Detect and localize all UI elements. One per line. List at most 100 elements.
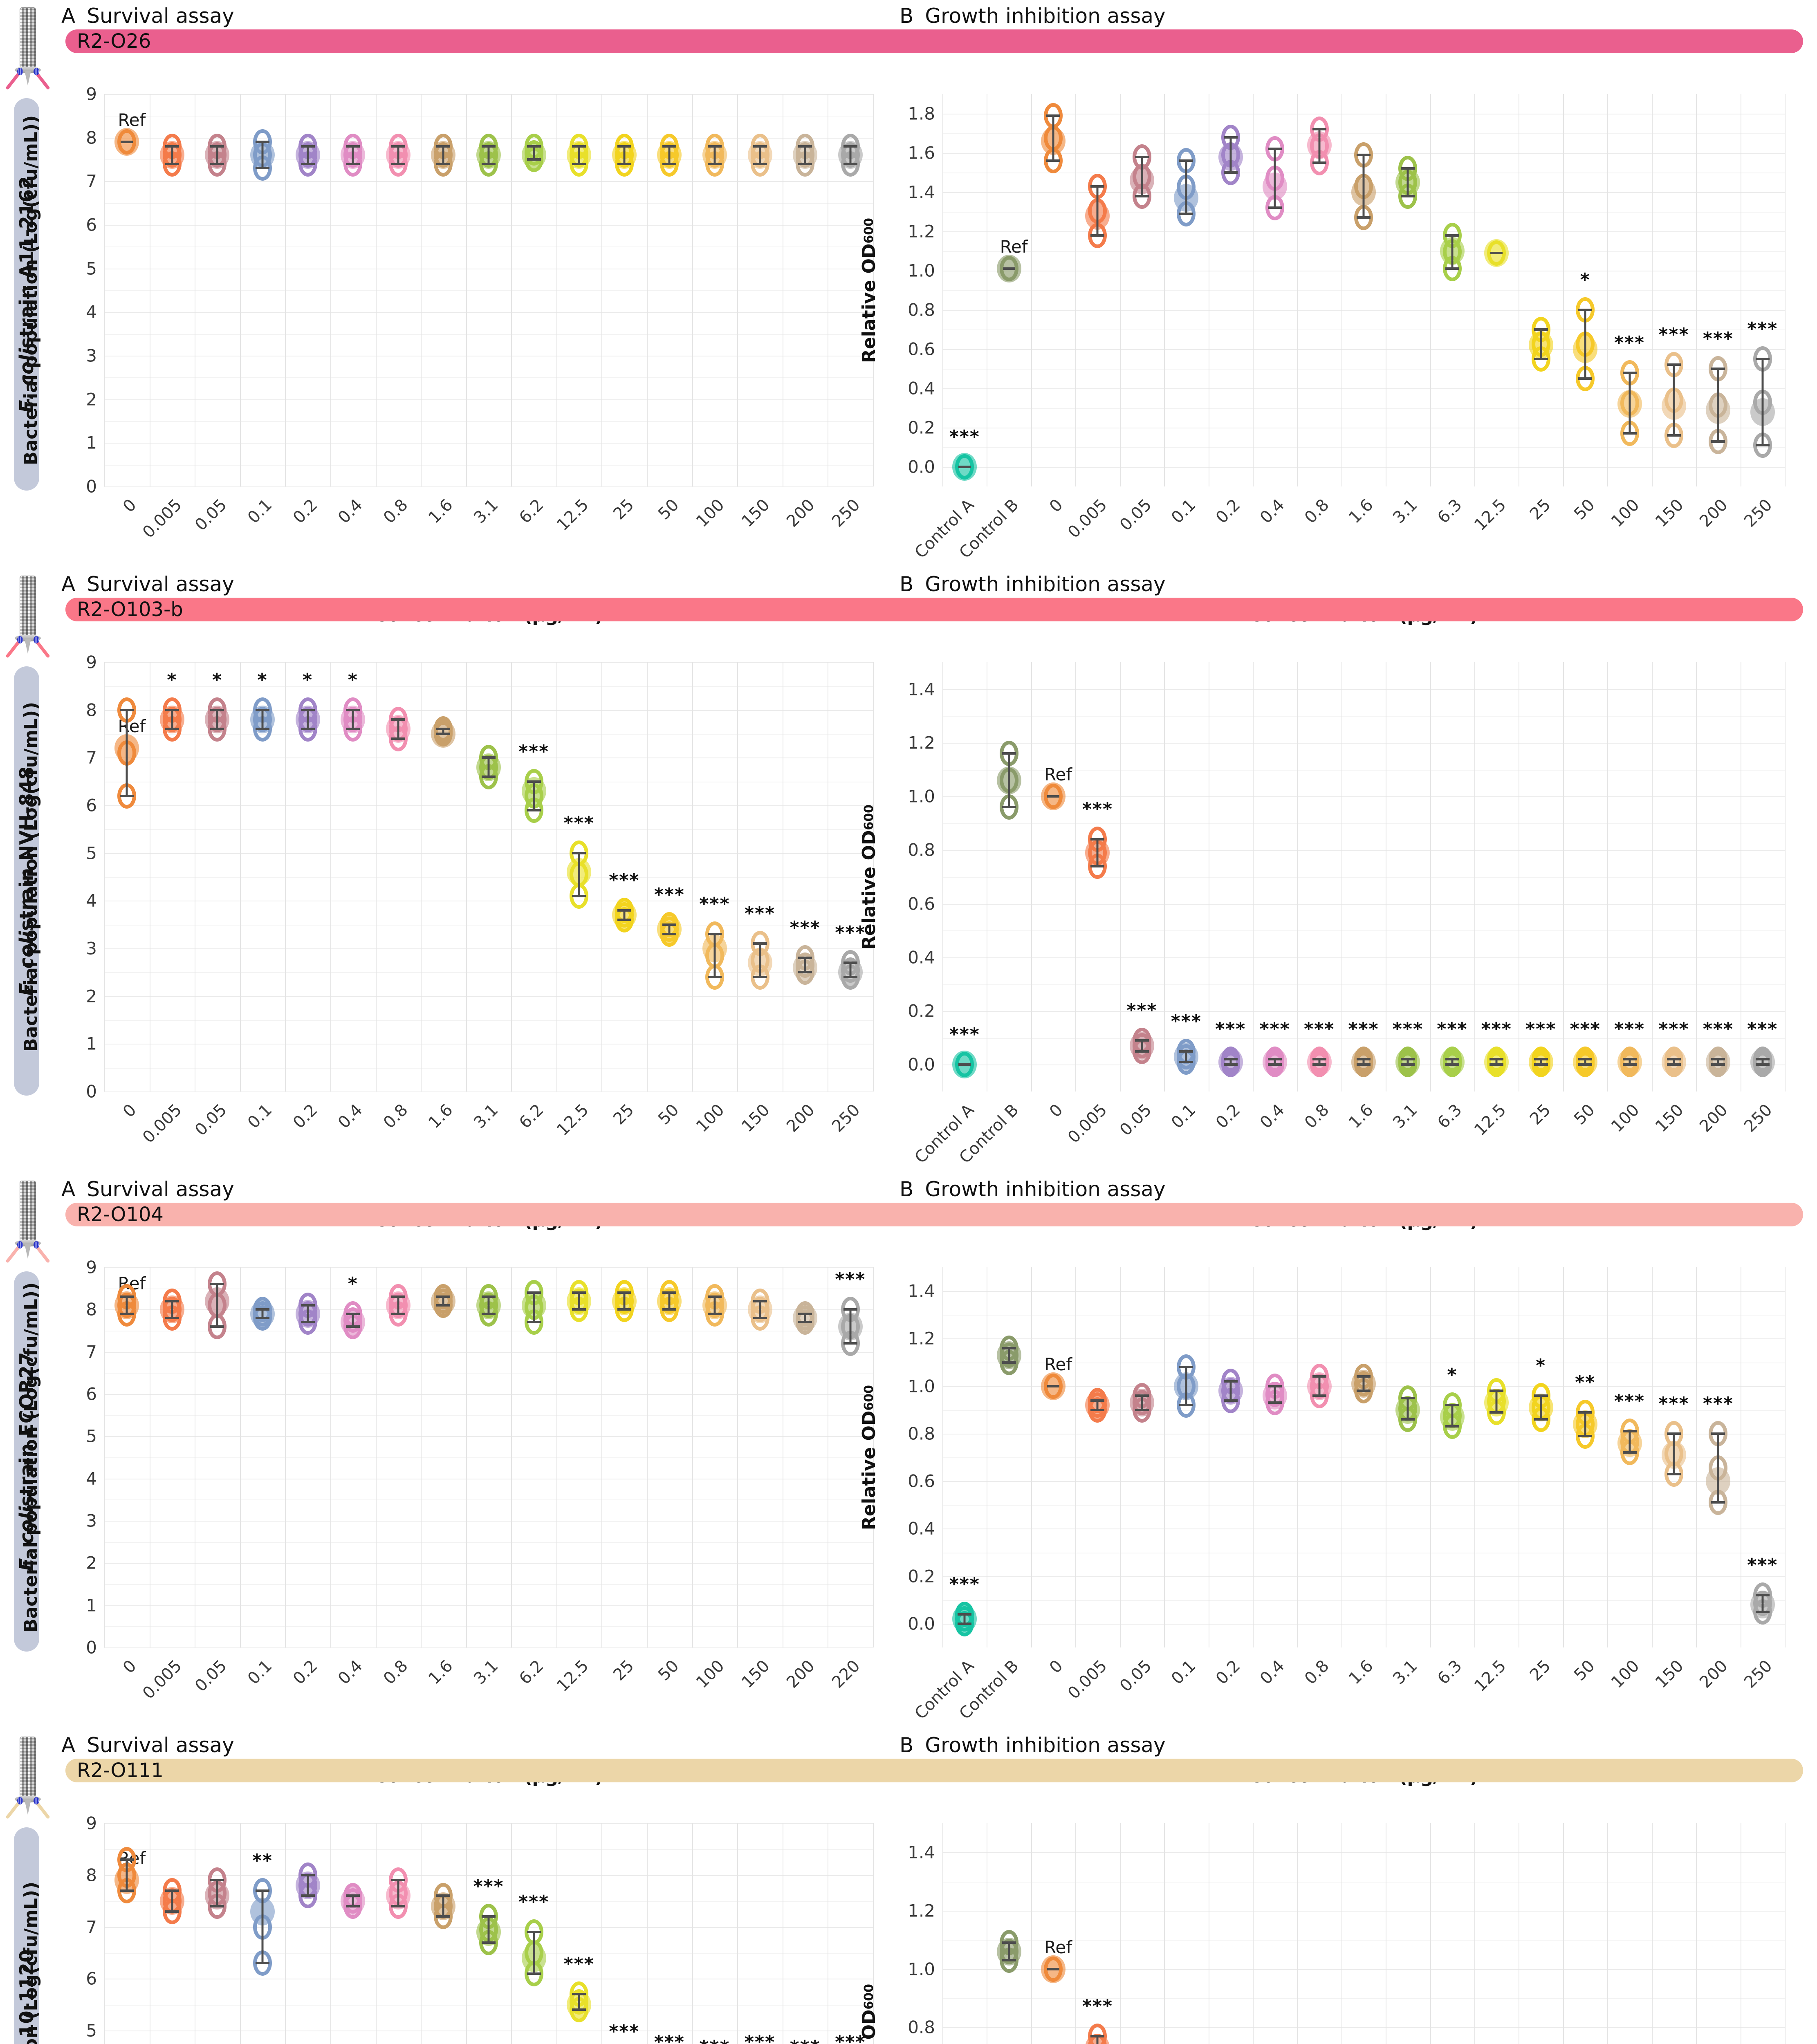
x-axis-tick: 0.4 xyxy=(334,1656,366,1688)
panel-a-letter: A xyxy=(61,1177,76,1201)
panel-b-letter: B xyxy=(900,1177,914,1201)
error-bar-cap xyxy=(1312,1058,1326,1061)
error-bar-cap xyxy=(256,708,270,711)
error-bar-cap xyxy=(120,708,134,711)
significance-marker: *** xyxy=(949,1024,980,1045)
gridline-v xyxy=(873,662,874,1091)
significance-marker: *** xyxy=(654,884,685,905)
gridline-v xyxy=(556,1267,557,1647)
error-bar xyxy=(397,1880,399,1906)
error-bar-cap xyxy=(1755,444,1770,447)
significance-marker: *** xyxy=(1703,1393,1734,1414)
error-bar-cap xyxy=(1622,432,1637,435)
error-bar-cap xyxy=(662,162,677,165)
ref-label: Ref xyxy=(1044,764,1072,785)
error-bar-cap xyxy=(482,756,496,759)
error-bar-cap xyxy=(391,145,405,148)
error-bar-cap xyxy=(1223,136,1238,139)
error-bar-cap xyxy=(1711,1058,1725,1061)
gridline-v xyxy=(1297,662,1298,1091)
error-bar-cap xyxy=(165,1300,179,1302)
strain-row: A Survival assay B Growth inhibition assay R… xyxy=(0,1729,1817,2044)
error-bar-cap xyxy=(165,145,179,148)
x-axis-tick: 1.6 xyxy=(1345,495,1377,527)
ref-label: Ref xyxy=(1044,1354,1072,1374)
error-bar-cap xyxy=(662,1291,677,1294)
gridline-v xyxy=(1696,662,1697,1091)
error-bar xyxy=(1673,1059,1675,1065)
gridline-v xyxy=(647,94,648,486)
gridline-v xyxy=(421,662,422,1091)
y-axis-tick: 0.2 xyxy=(908,1566,935,1587)
error-bar-cap xyxy=(256,1889,270,1892)
x-axis-tick: 50 xyxy=(1570,495,1599,524)
panel-b-header: B Growth inhibition assay xyxy=(900,4,1166,28)
x-axis-tick: 12.5 xyxy=(1471,1100,1510,1140)
error-bar-cap xyxy=(346,162,360,165)
error-bar-cap xyxy=(1578,1434,1593,1437)
gridline-v xyxy=(285,1267,286,1647)
significance-marker: * xyxy=(1580,269,1590,290)
error-bar-cap xyxy=(210,708,224,711)
error-bar-cap xyxy=(527,809,541,811)
error-bar xyxy=(668,1293,671,1310)
error-bar-cap xyxy=(572,1291,586,1294)
gridline-v xyxy=(1563,1267,1564,1647)
x-axis-tick: 6.3 xyxy=(1433,1100,1466,1132)
gridline-h xyxy=(942,1969,1785,1970)
error-bar xyxy=(261,142,264,168)
x-axis-tick: 100 xyxy=(1607,1656,1643,1692)
significance-marker: *** xyxy=(1126,1000,1157,1021)
panel-b-title: Growth inhibition assay xyxy=(925,1177,1166,1201)
significance-marker: * xyxy=(212,669,222,690)
gridline-v xyxy=(240,1823,241,2044)
significance-marker: *** xyxy=(563,1954,594,1975)
gridline-v xyxy=(942,1823,943,2044)
x-axis-tick: 3.1 xyxy=(1389,495,1421,527)
significance-marker: *** xyxy=(699,2037,730,2044)
gridline-h xyxy=(942,796,1785,798)
gridline-v xyxy=(1031,1267,1032,1647)
gridline-v xyxy=(330,1823,331,2044)
gridline-v xyxy=(1075,94,1077,486)
error-bar xyxy=(623,1293,626,1310)
x-axis-tick: 25 xyxy=(1526,1656,1555,1685)
error-bar-cap xyxy=(436,1304,451,1307)
error-bar-cap xyxy=(1357,1058,1371,1061)
mean-tick xyxy=(1490,251,1503,254)
gridline-v xyxy=(375,1823,377,2044)
error-bar-cap xyxy=(482,145,496,148)
error-bar-cap xyxy=(572,852,586,854)
error-bar-cap xyxy=(1002,806,1016,809)
error-bar xyxy=(1495,1059,1498,1065)
gridline-v xyxy=(466,1823,467,2044)
error-bar-cap xyxy=(1090,185,1105,188)
panel-a-title: Survival assay xyxy=(87,572,234,596)
x-axis-tick: 0.2 xyxy=(289,1656,321,1688)
error-bar xyxy=(1717,1433,1719,1503)
gridline-v xyxy=(104,662,105,1091)
error-bar-cap xyxy=(798,1321,812,1324)
x-axis-tick: 0.05 xyxy=(191,1100,231,1140)
error-bar-cap xyxy=(210,728,224,731)
error-bar-cap xyxy=(391,1312,405,1315)
gridline-v xyxy=(942,94,943,486)
error-bar-cap xyxy=(1445,1404,1459,1407)
y-axis-label: Relative OD600 xyxy=(859,804,879,950)
gridline-h xyxy=(942,1623,1785,1625)
gridline-h-minor xyxy=(942,984,1785,985)
gridline-v xyxy=(1474,1823,1476,2044)
significance-marker: *** xyxy=(563,812,594,834)
error-bar-cap xyxy=(1002,1361,1016,1364)
error-bar-cap xyxy=(1622,1451,1637,1454)
error-bar xyxy=(849,963,852,977)
gridline-h xyxy=(104,1394,873,1395)
mean-tick xyxy=(1047,1968,1060,1970)
y-axis-tick: 0 xyxy=(86,1637,97,1658)
gridline-h-minor xyxy=(104,203,873,204)
gridline-h-minor xyxy=(104,877,873,878)
mean-tick xyxy=(1047,795,1060,798)
gridline-h-minor xyxy=(942,1457,1785,1458)
gridline-v xyxy=(1651,1823,1653,2044)
